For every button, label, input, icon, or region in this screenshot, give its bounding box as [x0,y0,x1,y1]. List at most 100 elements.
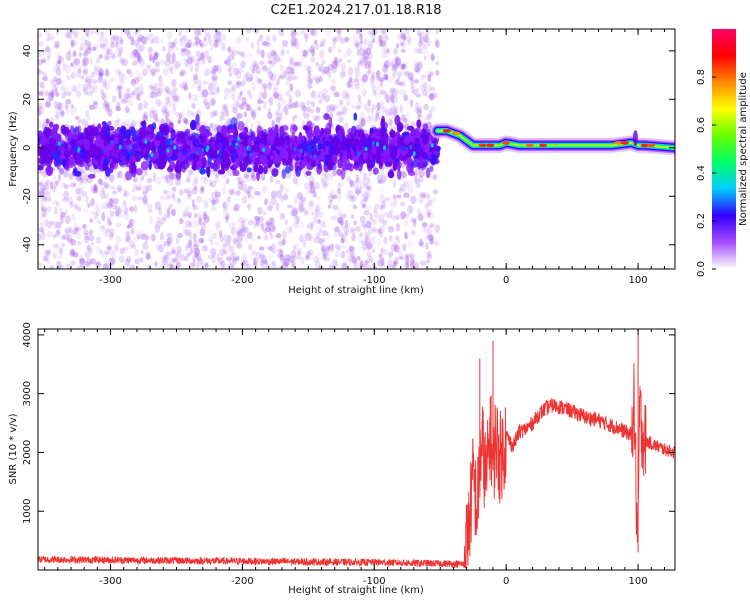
noise-blob [352,259,357,265]
noise-blob [101,251,108,259]
noise-blob [293,221,300,229]
noise-blob [65,52,72,61]
noise-blob [235,239,240,249]
noise-blob [84,48,88,54]
noise-blob [345,96,352,102]
noise-blob [133,77,140,85]
noise-blob [265,67,271,75]
noise-blob [320,69,326,75]
noise-blob [430,55,435,61]
noise-blob [339,71,346,79]
band-blob [324,140,330,147]
noise-blob [332,43,337,50]
noise-blob [222,34,227,42]
noise-blob [283,254,290,261]
noise-blob [306,81,312,91]
noise-blob [225,110,229,118]
noise-blob [178,36,185,43]
noise-blob [361,74,369,83]
noise-blob [38,262,42,268]
noise-blob [194,37,201,44]
noise-blob [213,178,220,183]
noise-blob [183,119,189,124]
noise-blob [103,99,108,108]
noise-blob [53,100,59,109]
noise-blob [403,262,409,269]
band-blob [38,164,44,171]
noise-blob [107,215,111,222]
noise-blob [276,248,283,254]
noise-blob [314,182,321,189]
noise-blob [93,185,98,192]
hot-spot [364,146,368,152]
noise-blob [110,249,116,259]
noise-blob [107,108,113,117]
noise-blob [136,90,143,97]
noise-blob [117,170,123,179]
noise-blob [233,203,240,212]
noise-blob [128,240,135,248]
noise-blob [60,79,66,87]
noise-blob [104,81,110,91]
noise-blob [77,206,82,212]
noise-blob [70,106,77,115]
noise-blob [394,56,399,62]
noise-blob [41,76,49,82]
hot-spot [293,147,297,152]
noise-blob [337,182,342,191]
noise-blob [231,261,235,269]
noise-blob [183,209,189,218]
noise-blob [327,72,332,79]
noise-blob [426,254,433,260]
noise-blob [354,78,360,83]
noise-blob [376,174,383,183]
noise-blob [154,224,161,233]
noise-blob [236,36,242,44]
noise-blob [264,198,268,206]
noise-blob [201,244,208,252]
noise-blob [295,215,301,225]
noise-blob [208,197,215,203]
noise-blob [407,72,414,81]
noise-blob [103,193,109,199]
noise-blob [287,100,294,107]
band-blob [175,169,182,181]
noise-blob [360,78,366,87]
noise-blob [429,222,435,229]
band-blob [237,121,245,132]
band-blob [269,154,274,161]
noise-blob [213,241,220,246]
noise-blob [426,113,431,121]
noise-blob [89,105,96,111]
noise-blob [256,38,260,46]
noise-blob [96,219,102,225]
noise-blob [322,253,327,260]
noise-blob [85,33,90,38]
noise-blob [307,222,313,229]
noise-blob [395,79,399,85]
noise-blob [133,176,138,183]
noise-blob [294,41,300,50]
noise-blob [281,39,289,47]
noise-blob [253,29,260,35]
noise-blob [341,69,346,77]
band-blob [170,154,178,161]
noise-blob [400,63,406,71]
noise-blob [331,260,338,268]
noise-blob [418,168,425,178]
noise-blob [352,194,357,202]
noise-blob [172,210,177,216]
noise-blob [121,73,127,81]
noise-blob [250,172,256,178]
noise-blob [239,90,243,96]
noise-blob [289,57,294,66]
noise-blob [305,186,311,195]
noise-blob [258,206,262,215]
noise-blob [332,204,339,211]
noise-blob [126,224,131,230]
noise-blob [228,54,235,61]
noise-blob [313,255,319,264]
band-blob [430,153,435,163]
noise-blob [315,224,322,231]
